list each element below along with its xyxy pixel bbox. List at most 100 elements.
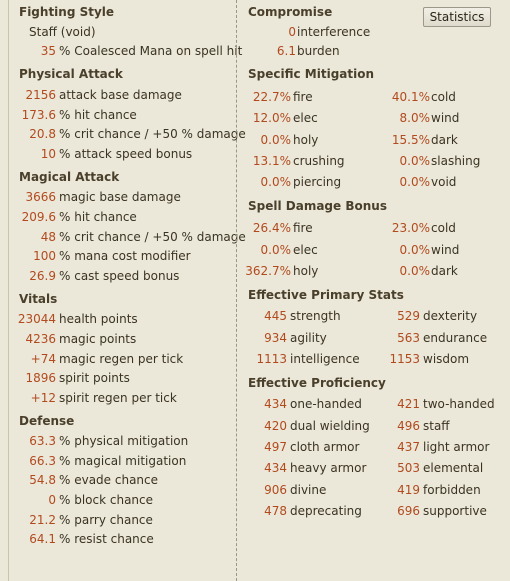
- stat-row: 0.0% elec: [237, 242, 377, 258]
- stat-row: 26.9 % cast speed bonus: [9, 268, 235, 284]
- stat-label: spirit points: [59, 371, 130, 385]
- stat-label: cold: [431, 221, 456, 235]
- stat-label: % Coalesced Mana on spell hit: [59, 44, 243, 58]
- stat-row: 563 endurance: [387, 330, 503, 346]
- stat-value: 8.0%: [399, 111, 431, 125]
- stat-value: 0.0%: [399, 264, 431, 278]
- stat-row: 529 dexterity: [387, 308, 503, 324]
- stat-row: 64.1 % resist chance: [9, 531, 235, 547]
- stat-label: health points: [59, 312, 138, 326]
- stat-value: 35: [40, 44, 56, 58]
- stat-label: dual wielding: [290, 419, 370, 433]
- stat-value: 4236: [25, 332, 56, 346]
- left-stats-panel: Fighting Style Staff (void) 35 % Coalesc…: [8, 0, 246, 581]
- stat-row: 63.3 % physical mitigation: [9, 433, 235, 449]
- stat-value: 934: [264, 331, 287, 345]
- stat-value: 1896: [25, 371, 56, 385]
- vitals-header: Vitals: [19, 292, 58, 306]
- stat-label: magic base damage: [59, 190, 181, 204]
- stat-label: divine: [290, 483, 327, 497]
- stat-row: 434 heavy armor: [237, 460, 377, 476]
- stat-row: 0.0% void: [387, 174, 503, 190]
- stat-value: 496: [397, 419, 420, 433]
- stat-value: 40.1%: [391, 90, 430, 104]
- stat-label: two-handed: [423, 397, 495, 411]
- stat-value: 0.0%: [260, 133, 292, 147]
- stat-row: 496 staff: [387, 418, 503, 434]
- stat-label: % hit chance: [59, 108, 137, 122]
- stat-value: 362.7%: [245, 264, 291, 278]
- stat-row: 173.6 % hit chance: [9, 107, 235, 123]
- stat-value: 54.8: [29, 473, 56, 487]
- stat-label: strength: [290, 309, 341, 323]
- stat-value: 10: [40, 147, 56, 161]
- stat-label: % mana cost modifier: [59, 249, 191, 263]
- stat-row: 0.0% dark: [387, 263, 503, 279]
- stat-value: 437: [397, 440, 420, 454]
- stat-value: 64.1: [29, 532, 56, 546]
- stat-row: 0.0% wind: [387, 242, 503, 258]
- stat-label: % parry chance: [59, 513, 153, 527]
- stat-row: 1153 wisdom: [387, 351, 503, 367]
- stat-value: 434: [264, 397, 287, 411]
- stat-row: 66.3 % magical mitigation: [9, 453, 235, 469]
- stat-row: 6.1 burden: [237, 43, 417, 59]
- stat-row: 0.0% holy: [237, 132, 377, 148]
- stat-value: 1113: [256, 352, 287, 366]
- stat-label: % evade chance: [59, 473, 159, 487]
- stat-value: 26.9: [29, 269, 56, 283]
- stat-label: magic regen per tick: [59, 352, 184, 366]
- stat-label: % crit chance / +50 % damage: [59, 127, 246, 141]
- stat-value: 696: [397, 504, 420, 518]
- stat-row: 420 dual wielding: [237, 418, 377, 434]
- stat-row: 0.0% piercing: [237, 174, 377, 190]
- stat-value: +74: [30, 352, 56, 366]
- stat-label: burden: [297, 44, 340, 58]
- stat-row: 21.2 % parry chance: [9, 512, 235, 528]
- specific-mitigation-header: Specific Mitigation: [248, 67, 375, 81]
- stat-label: % crit chance / +50 % damage: [59, 230, 246, 244]
- stat-label: dexterity: [423, 309, 478, 323]
- stat-label: void: [431, 175, 457, 189]
- stat-row: 20.8 % crit chance / +50 % damage: [9, 126, 246, 142]
- stat-row: 35 % Coalesced Mana on spell hit: [9, 43, 243, 59]
- stat-row: 23044 health points: [9, 311, 235, 327]
- stat-label: one-handed: [290, 397, 362, 411]
- stat-label: % physical mitigation: [59, 434, 189, 448]
- stat-row: 100 % mana cost modifier: [9, 248, 235, 264]
- stat-label: fire: [293, 221, 313, 235]
- magical-attack-header: Magical Attack: [19, 170, 120, 184]
- stat-label: staff: [423, 419, 450, 433]
- stat-label: supportive: [423, 504, 487, 518]
- stat-row: 3666 magic base damage: [9, 189, 235, 205]
- stat-value: 26.4%: [252, 221, 291, 235]
- stat-row: 26.4% fire: [237, 220, 377, 236]
- stat-label: % cast speed bonus: [59, 269, 180, 283]
- stat-label: wind: [431, 111, 460, 125]
- compromise-header: Compromise: [248, 5, 333, 19]
- stat-row: 419 forbidden: [387, 482, 503, 498]
- stat-label: attack base damage: [59, 88, 182, 102]
- stat-value: 66.3: [29, 454, 56, 468]
- stat-value: 23.0%: [391, 221, 430, 235]
- stat-label: elec: [293, 111, 318, 125]
- stat-value: 419: [397, 483, 420, 497]
- stat-label: endurance: [423, 331, 488, 345]
- stat-label: % attack speed bonus: [59, 147, 193, 161]
- stat-label: dark: [431, 133, 458, 147]
- stat-value: 0: [48, 493, 56, 507]
- stat-label: % block chance: [59, 493, 154, 507]
- stat-label: slashing: [431, 154, 481, 168]
- stat-row: 209.6 % hit chance: [9, 209, 235, 225]
- spell-damage-bonus-header: Spell Damage Bonus: [248, 199, 387, 213]
- stat-row: 362.7% holy: [237, 263, 377, 279]
- stat-row: 12.0% elec: [237, 110, 377, 126]
- stat-row: 1896 spirit points: [9, 370, 235, 386]
- stat-label: wisdom: [423, 352, 470, 366]
- stat-value: 100: [33, 249, 56, 263]
- effective-primary-stats-header: Effective Primary Stats: [248, 288, 404, 302]
- stat-value: 0.0%: [260, 175, 292, 189]
- fighting-style-value: Staff (void): [29, 25, 96, 39]
- stat-label: holy: [293, 133, 319, 147]
- statistics-button[interactable]: Statistics: [423, 7, 491, 27]
